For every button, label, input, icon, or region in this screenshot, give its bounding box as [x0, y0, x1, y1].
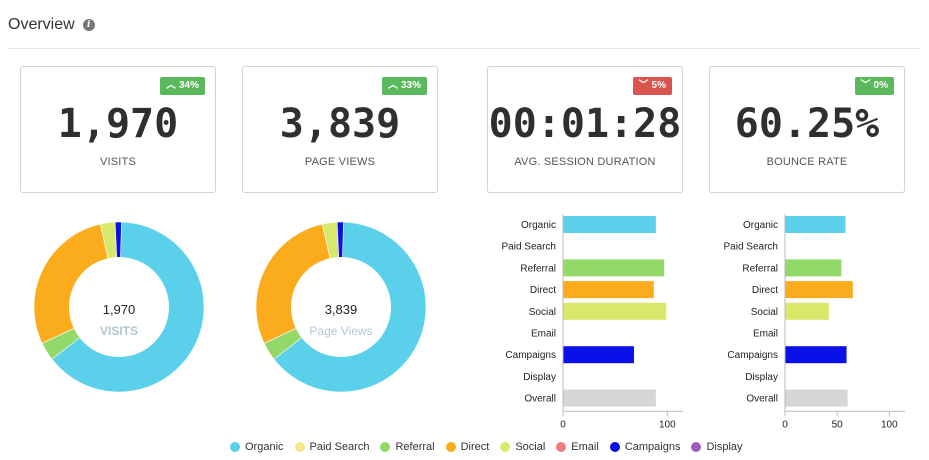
bar-label-organic: Organic: [743, 220, 778, 231]
legend-item-email[interactable]: Email: [556, 441, 599, 453]
bar-label-overall: Overall: [746, 394, 778, 405]
page-title: Overview: [8, 16, 75, 33]
overview-header: Overview i: [8, 12, 95, 38]
donut-center-label: VISITS: [100, 324, 138, 338]
legend-label: Direct: [460, 441, 490, 453]
donut-center-value: 1,970: [103, 302, 136, 317]
bar-referral[interactable]: [563, 259, 665, 277]
change-badge: ︿ 34%: [159, 77, 205, 95]
x-tick-label: 0: [782, 419, 788, 430]
legend-label: Paid Search: [309, 441, 370, 453]
legend-label: Organic: [245, 441, 284, 453]
bar-direct[interactable]: [785, 281, 853, 299]
bar-referral[interactable]: [785, 259, 842, 277]
legend-item-organic[interactable]: Organic: [230, 441, 284, 453]
legend-swatch: [556, 442, 567, 452]
legend-swatch: [445, 442, 456, 452]
bar-social[interactable]: [785, 302, 829, 320]
change-badge: ︿ 33%: [381, 77, 427, 95]
kpi-value: 3,839: [279, 101, 401, 147]
legend-item-referral[interactable]: Referral: [380, 441, 435, 453]
bar-label-campaigns: Campaigns: [727, 350, 778, 361]
header-divider: [8, 48, 919, 49]
legend-item-social[interactable]: Social: [500, 441, 545, 453]
bar-direct[interactable]: [563, 281, 654, 299]
legend-label: Campaigns: [624, 441, 681, 453]
bar-label-referral: Referral: [520, 263, 556, 274]
legend-swatch: [500, 442, 511, 452]
legend-item-paid-search[interactable]: Paid Search: [294, 441, 370, 453]
change-badge: ﹀ 5%: [632, 77, 672, 95]
bar-label-social: Social: [751, 307, 778, 318]
chevron-up-icon: ︿: [165, 80, 176, 91]
change-value: 34%: [178, 80, 199, 91]
bar-label-campaigns: Campaigns: [505, 350, 556, 361]
bar-label-email: Email: [531, 329, 556, 340]
legend-label: Display: [706, 441, 743, 453]
legend-label: Referral: [395, 441, 435, 453]
change-badge: ﹀ 0%: [854, 77, 894, 95]
kpi-label: AVG. SESSION DURATION: [514, 156, 656, 168]
donut-hole: [69, 257, 169, 357]
bar-label-email: Email: [753, 329, 778, 340]
bar-label-social: Social: [529, 307, 556, 318]
kpi-label: VISITS: [99, 156, 137, 168]
kpi-card-visits: ︿ 34% 1,970 VISITS: [20, 66, 216, 193]
kpi-value: 60.25%: [734, 101, 880, 147]
legend-swatch: [380, 442, 391, 452]
change-value: 5%: [651, 80, 666, 91]
kpi-value: 00:01:28: [488, 101, 682, 147]
bar-label-paid-search: Paid Search: [724, 242, 778, 253]
bar-label-paid-search: Paid Search: [502, 242, 556, 253]
kpi-value: 1,970: [57, 101, 179, 147]
bounce-bar-chart: Organic Paid Search Referral Direct Social Em…: [724, 214, 905, 430]
legend-swatch: [230, 442, 240, 452]
bar-label-direct: Direct: [530, 285, 556, 296]
kpi-card-session-duration: ﹀ 5% 00:01:28 AVG. SESSION DURATION: [487, 66, 683, 193]
chevron-up-icon: ︿: [387, 80, 398, 91]
legend-item-campaigns[interactable]: Campaigns: [609, 441, 681, 453]
bar-campaigns[interactable]: [563, 346, 634, 364]
legend-item-display[interactable]: Display: [691, 441, 743, 453]
kpi-card-bounce-rate: ﹀ 0% 60.25% BOUNCE RATE: [709, 66, 905, 193]
bar-label-direct: Direct: [752, 285, 778, 296]
bar-overall[interactable]: [785, 389, 848, 407]
donut-center-label: Page Views: [309, 324, 372, 338]
bar-organic[interactable]: [563, 216, 656, 233]
legend-swatch: [609, 442, 620, 452]
chart-legend: Organic Paid Search Referral Direct Social Em…: [230, 441, 754, 453]
legend-item-direct[interactable]: Direct: [445, 441, 490, 453]
info-icon[interactable]: i: [82, 19, 95, 31]
bar-label-organic: Organic: [521, 220, 556, 231]
x-tick-label: 50: [832, 419, 844, 430]
kpi-card-page-views: ︿ 33% 3,839 PAGE VIEWS: [242, 66, 438, 193]
kpi-label: PAGE VIEWS: [304, 156, 376, 168]
bar-social[interactable]: [563, 302, 667, 320]
donut-center-value: 3,839: [325, 302, 358, 317]
change-value: 33%: [400, 80, 421, 91]
x-tick-label: 100: [881, 419, 898, 430]
change-value: 0%: [873, 80, 888, 91]
bar-label-overall: Overall: [524, 394, 556, 405]
legend-label: Social: [515, 441, 546, 453]
legend-swatch: [691, 442, 702, 452]
chevron-down-icon: ﹀: [860, 80, 871, 91]
bar-campaigns[interactable]: [785, 346, 847, 364]
donut-hole: [291, 257, 391, 357]
bar-label-display: Display: [745, 372, 778, 383]
bar-overall[interactable]: [563, 389, 656, 407]
bar-label-display: Display: [523, 372, 556, 383]
legend-label: Email: [571, 441, 599, 453]
bar-organic[interactable]: [785, 216, 846, 233]
visits-bar-chart: Organic Paid Search Referral Direct Social Em…: [502, 214, 683, 430]
x-tick-label: 100: [659, 419, 676, 430]
visits-donut-chart: 1,970 VISITS: [34, 222, 204, 392]
chevron-down-icon: ﹀: [638, 80, 649, 91]
page-views-donut-chart: 3,839 Page Views: [256, 222, 426, 392]
x-tick-label: 0: [560, 419, 566, 430]
bar-label-referral: Referral: [742, 263, 778, 274]
kpi-label: BOUNCE RATE: [766, 156, 848, 168]
legend-swatch: [294, 442, 305, 452]
